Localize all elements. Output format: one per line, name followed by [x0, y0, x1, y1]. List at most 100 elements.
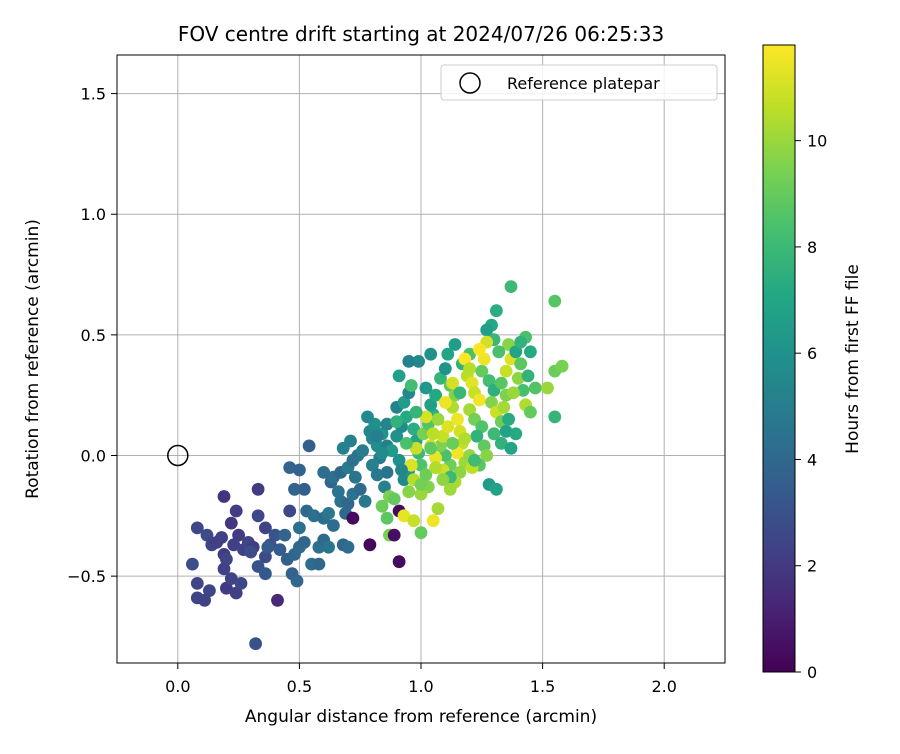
scatter-point	[259, 550, 272, 564]
scatter-point	[395, 463, 408, 477]
colorbar-tick-label: 0	[807, 663, 817, 682]
scatter-point	[261, 540, 275, 554]
scatter-point	[480, 449, 494, 462]
scatter-point	[511, 371, 525, 385]
scatter-point	[458, 432, 472, 445]
scatter-point	[507, 386, 520, 400]
colorbar: 0 2 4 6 8 10 Hours from first FF file	[762, 44, 863, 682]
scatter-point	[424, 398, 438, 412]
scatter-point	[327, 519, 340, 532]
scatter-point	[494, 437, 508, 450]
x-axis-label: Angular distance from reference (arcmin)	[245, 707, 597, 727]
scatter-point	[499, 425, 513, 438]
scatter-point	[438, 449, 452, 462]
scatter-point	[385, 444, 399, 458]
scatter-point	[441, 347, 455, 361]
scatter-point	[244, 545, 258, 559]
scatter-point	[322, 507, 335, 520]
scatter-point	[419, 468, 433, 482]
x-tick-label: 0.0	[165, 677, 190, 696]
scatter-point	[524, 405, 537, 419]
y-tick-label: 1.5	[81, 85, 106, 104]
scatter-point	[217, 490, 231, 503]
x-axis-ticks: 0.0 0.5 1.0 1.5 2.0	[165, 663, 677, 696]
legend-entry-label: Reference platepar	[507, 74, 660, 93]
scatter-point	[504, 280, 518, 293]
scatter-point	[429, 388, 442, 402]
scatter-point	[251, 482, 265, 496]
scatter-point	[468, 453, 481, 467]
scatter-point	[390, 429, 404, 443]
scatter-point	[404, 458, 418, 472]
scatter-point	[402, 485, 416, 499]
scatter-point	[453, 466, 467, 479]
scatter-point	[375, 499, 389, 513]
scatter-point	[224, 516, 238, 530]
scatter-point	[220, 581, 233, 595]
legend: Reference platepar	[440, 64, 718, 101]
scatter-point	[363, 538, 377, 552]
scatter-point	[283, 461, 297, 474]
scatter-point	[509, 427, 523, 441]
scatter-point	[473, 342, 486, 356]
colorbar-ticks: 0 2 4 6 8 10	[795, 132, 827, 682]
scatter-point	[431, 412, 445, 426]
scatter-point	[414, 478, 428, 491]
scatter-point	[492, 345, 506, 359]
scatter-point	[387, 528, 401, 542]
x-tick-label: 1.0	[408, 677, 433, 696]
scatter-point	[217, 562, 231, 576]
scatter-point	[273, 543, 287, 556]
scatter-point	[409, 405, 423, 419]
scatter-point	[331, 485, 345, 499]
scatter-point	[548, 410, 562, 424]
scatter-point	[356, 444, 369, 458]
scatter-point	[487, 427, 501, 441]
scatter-point	[516, 384, 530, 397]
scatter-point	[380, 417, 394, 431]
legend-box	[440, 64, 718, 101]
x-tick-label: 2.0	[651, 677, 676, 696]
scatter-point	[473, 393, 486, 407]
scatter-point	[361, 410, 374, 424]
scatter-point	[485, 396, 498, 409]
scatter-point	[348, 470, 362, 484]
scatter-point	[453, 386, 467, 400]
scatter-point	[438, 362, 452, 376]
scatter-point	[504, 441, 518, 455]
scatter-point	[404, 379, 418, 392]
scatter-point	[358, 494, 372, 508]
scatter-point	[390, 415, 404, 429]
colorbar-tick-label: 4	[807, 450, 817, 469]
scatter-point	[458, 352, 472, 366]
scatter-point	[502, 412, 515, 426]
scatter-point	[224, 572, 238, 585]
colorbar-tick-label: 6	[807, 344, 817, 363]
scatter-point	[541, 381, 554, 395]
x-tick-label: 1.5	[530, 677, 555, 696]
scatter-point	[251, 509, 265, 523]
scatter-point	[448, 338, 462, 351]
scatter-point	[375, 446, 389, 460]
scatter-point	[215, 531, 229, 544]
scatter-point	[548, 294, 562, 308]
scatter-point	[297, 536, 311, 549]
scatter-point	[470, 429, 484, 443]
scatter-point	[490, 304, 503, 318]
scatter-point	[387, 492, 401, 506]
scatter-point	[524, 345, 537, 359]
scatter-point	[380, 511, 394, 525]
scatter-point	[370, 468, 384, 482]
colorbar-gradient	[763, 45, 795, 672]
scatter-point	[317, 466, 331, 479]
scatter-point	[482, 374, 496, 388]
colorbar-tick-label: 2	[807, 557, 817, 576]
scatter-point	[400, 410, 413, 424]
scatter-point	[451, 412, 464, 426]
scatter-point	[293, 463, 306, 477]
scatter-point	[514, 357, 528, 371]
scatter-point	[400, 437, 413, 450]
scatter-point	[392, 369, 406, 383]
scatter-point	[446, 376, 459, 390]
